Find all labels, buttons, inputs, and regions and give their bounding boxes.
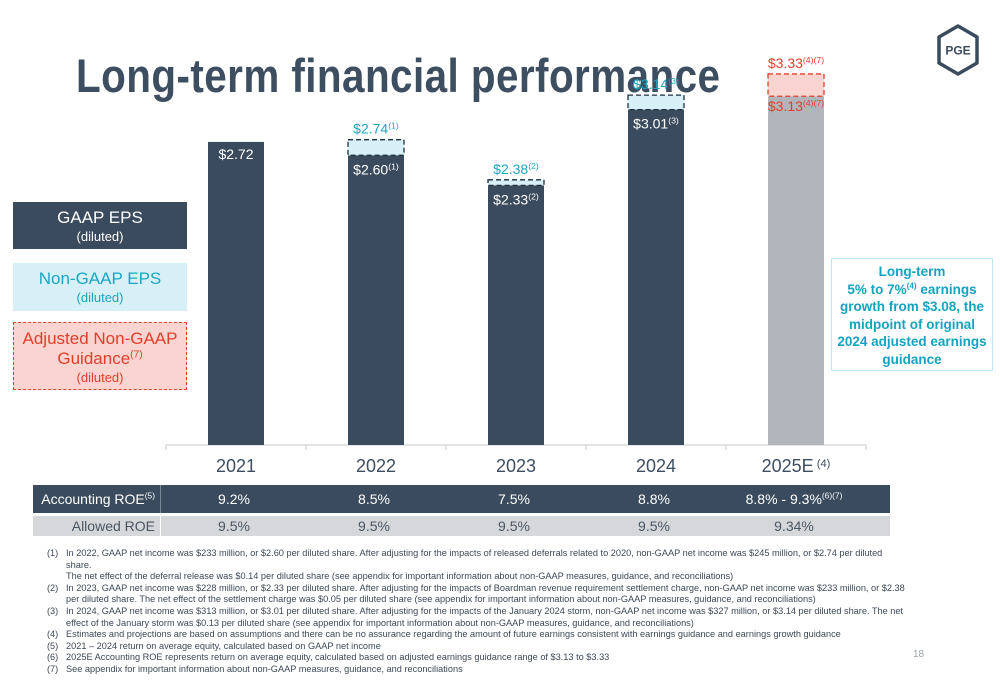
growth-guidance-note: Long-term 5% to 7%(4) earnings growth fr… (831, 258, 993, 371)
growth-line-6: guidance (882, 351, 942, 367)
roe-label: Accounting ROE (41, 491, 145, 507)
legend-adjusted-sub: (diluted) (76, 370, 124, 385)
legend-nongaap-label: Non-GAAP EPS (38, 269, 162, 288)
nongaap-label-2022: $2.74(1) (353, 121, 399, 137)
legend-adjusted-label-2: Guidance (57, 349, 131, 368)
guidance-low-bar-2025E (768, 96, 824, 445)
growth-line-2b: earnings (916, 281, 977, 297)
allowed-cell-2021: 9.5% (218, 518, 250, 534)
gaap-bar-2022 (348, 155, 404, 446)
page-number: 18 (913, 649, 925, 660)
growth-line-3: growth from $3.08, the (839, 299, 985, 315)
guidance-range-2025E (767, 73, 825, 97)
roe-cell-2024: 8.8% (638, 491, 670, 507)
gaap-label-2023: $2.33(2) (493, 191, 539, 207)
gaap-bar-2024 (628, 109, 684, 445)
eps-bar-chart: $2.72 2021 $2.74(1) $2.60(1) 2022 $2.38(2) $2.… (165, 55, 867, 476)
roe-cell-2025-sup: (6)(7) (821, 490, 843, 501)
allowed-cell-2022: 9.5% (358, 518, 390, 534)
growth-line-2-sup: (4) (906, 281, 917, 291)
logo-text: PGE (945, 44, 970, 58)
footnote-text: per diluted share. The net effect of the… (66, 594, 816, 605)
nongaap-increment-2022 (347, 139, 405, 156)
x-tick-label-2025E: 2025E (4) (762, 456, 831, 476)
footnote-number: (2) (47, 582, 59, 593)
roe-cell-2023: 7.5% (498, 491, 530, 507)
footnote-number: (1) (47, 548, 59, 558)
nongaap-label-2024: $3.14(3) (633, 76, 679, 92)
page-title: Long-term financial performance (76, 49, 721, 102)
nongaap-increment-2023 (487, 179, 545, 187)
footnote-text: In 2023, GAAP net income was $228 millio… (66, 582, 905, 593)
nongaap-increment-2024 (627, 94, 685, 111)
legend-adjusted-guidance: Adjusted Non-GAAP Guidance(7) (diluted) (13, 322, 187, 390)
footnote-text: In 2022, GAAP net income was $233 millio… (66, 548, 883, 570)
gaap-bar-2021 (208, 141, 264, 445)
allowed-cell-2023: 9.5% (498, 518, 530, 534)
footnote-text: See appendix for important information a… (66, 663, 463, 674)
legend-gaap-sub: (diluted) (76, 229, 124, 244)
nongaap-label-2023: $2.38(2) (493, 161, 539, 177)
footnote-text: 2025E Accounting ROE represents return o… (66, 652, 610, 663)
legend-gaap-label: GAAP EPS (57, 208, 143, 227)
x-tick-label-2023: 2023 (496, 456, 536, 476)
growth-line-2a: 5% to 7% (847, 281, 907, 297)
legend-nongaap-eps: Non-GAAP EPS (diluted) (13, 263, 187, 311)
gaap-label-2021: $2.72 (218, 146, 253, 162)
allowed-cell-2024: 9.5% (638, 518, 670, 534)
allowed-label: Allowed ROE (71, 518, 155, 534)
roe-label-sup: (5) (144, 490, 155, 501)
x-tick-label-2021: 2021 (216, 456, 256, 476)
guidance-low-label-2025E: $3.13(4)(7) (768, 98, 824, 114)
x-tick-label-2024: 2024 (636, 456, 676, 476)
growth-line-4: midpoint of original (849, 316, 975, 332)
growth-line-1: Long-term (878, 264, 946, 279)
footnote-text: Estimates and projections are based on a… (66, 629, 841, 640)
gaap-label-2022: $2.60(1) (353, 161, 399, 177)
gaap-bar-2023 (488, 185, 544, 445)
roe-cell-2021: 9.2% (218, 491, 250, 507)
footnote-text: In 2024, GAAP net income was $313 millio… (66, 605, 904, 616)
footnote-number: (4) (47, 629, 59, 640)
gaap-label-2024: $3.01(3) (633, 116, 679, 132)
footnotes: (1) In 2022, GAAP net income was $233 mil… (47, 548, 907, 676)
allowed-roe-row: Allowed ROE 9.5% 9.5% 9.5% 9.5% 9.34% (33, 516, 890, 536)
footnote-number: (5) (47, 640, 59, 651)
footnote-text: The net effect of the deferral release w… (66, 571, 734, 582)
footnote-number: (3) (47, 605, 59, 616)
footnote-text: 2021 – 2024 return on average equity, ca… (66, 640, 381, 651)
legend-adjusted-label-1: Adjusted Non-GAAP (22, 329, 178, 348)
roe-cell-2025: 8.8% - 9.3% (745, 491, 822, 507)
legend-adjusted-sup: (7) (130, 349, 143, 361)
legend-gaap-eps: GAAP EPS (diluted) (13, 202, 187, 249)
guidance-high-label-2025E: $3.33(4)(7) (768, 55, 824, 71)
x-tick-label-2022: 2022 (356, 456, 396, 476)
pge-logo: PGE (937, 24, 979, 76)
footnote-number: (7) (47, 663, 59, 674)
growth-line-5: 2024 adjusted earnings (837, 334, 987, 350)
roe-cell-2022: 8.5% (358, 491, 390, 507)
footnote-text: effect of the January storm was $0.13 pe… (66, 617, 694, 628)
legend-nongaap-sub: (diluted) (76, 290, 124, 305)
footnote-number: (6) (47, 652, 59, 663)
allowed-cell-2025: 9.34% (774, 518, 814, 534)
accounting-roe-row: Accounting ROE(5) 9.2% 8.5% 7.5% 8.8% 8.… (33, 485, 890, 513)
